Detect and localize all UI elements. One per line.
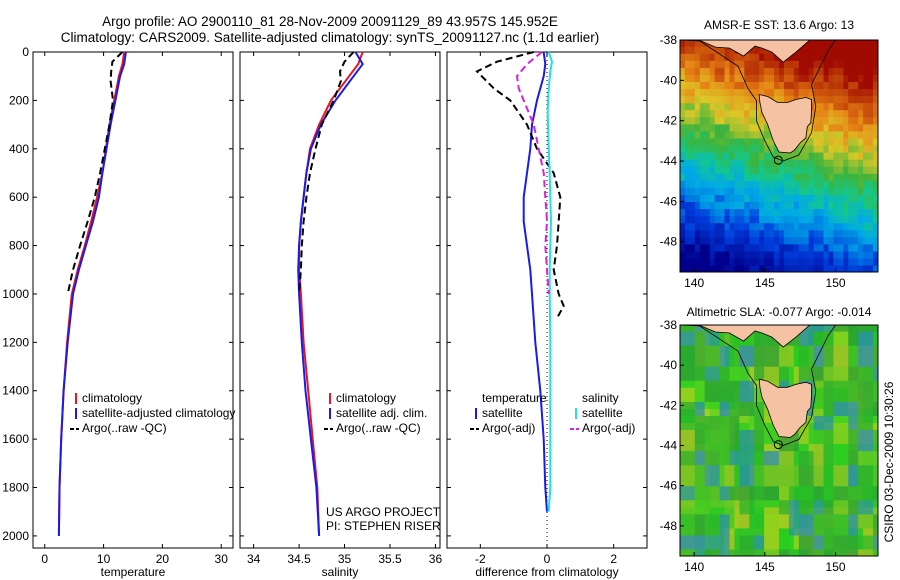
x-tick-label: 34 — [247, 552, 261, 566]
series-line-argo-adj- — [515, 51, 550, 295]
legend-label: satellite-adjusted climatology — [82, 406, 235, 420]
panel-salinity: 34 34.5 35 35.5 36 salinity climatologysatelli… — [239, 51, 443, 579]
y-tick-label: 0 — [22, 45, 29, 59]
map-frame — [679, 324, 879, 557]
x-tick-label: 145 — [755, 276, 775, 290]
x-tick-label: -2 — [475, 552, 486, 566]
x-tick-label: 10 — [97, 552, 111, 566]
x-axis-label: temperature — [101, 565, 166, 579]
series-line-argo-raw-qc- — [298, 51, 355, 295]
mainland-coast — [680, 325, 837, 348]
y-tick-label: 1200 — [2, 335, 29, 349]
series-line-argo-raw-qc- — [66, 51, 124, 295]
map-title: Altimetric SLA: -0.077 Argo: -0.014 — [687, 305, 872, 319]
x-tick-label: 0 — [544, 552, 551, 566]
x-axis-label: salinity — [322, 565, 359, 579]
map-field — [680, 325, 878, 556]
y-tick-label: -48 — [660, 235, 678, 249]
x-tick-label: 150 — [826, 276, 846, 290]
figure-title-line1: Argo profile: AO 2900110_81 28-Nov-2009 … — [102, 14, 558, 29]
x-tick-label: 34.5 — [287, 552, 311, 566]
x-tick-label: 0 — [41, 552, 48, 566]
shelf-contour — [698, 40, 836, 162]
timestamp-stamp: CSIRO 03-Dec-2009 10:30:26 — [882, 381, 896, 542]
y-tick-label: 400 — [9, 142, 29, 156]
tasmania-landmass — [758, 93, 812, 154]
y-tick-label: -42 — [660, 114, 678, 128]
legend-label: Argo(..raw -QC) — [82, 421, 167, 435]
y-tick-label: -40 — [660, 73, 678, 87]
series-line-satellite-adjusted-climatology — [57, 51, 127, 536]
x-tick-label: 35.5 — [378, 552, 402, 566]
legend-label: Argo(-adj) — [582, 421, 635, 435]
series-line-argo-adj- — [475, 51, 565, 319]
x-tick-label: 35 — [338, 552, 352, 566]
y-tick-label: -38 — [660, 318, 678, 332]
y-tick-label: 800 — [9, 239, 29, 253]
panel-temperature: 0 200 400 600 800 1000 1200 1400 1600 1800 2000 0 10… — [2, 45, 235, 579]
y-tick-label: 1400 — [2, 384, 29, 398]
legend-label: satellite adj. clim. — [336, 406, 427, 420]
map-sst-map: 140 145 150 -38 -40 -42 -44 -46 -48 AMSR-E SST: 1… — [660, 18, 879, 290]
map-title: AMSR-E SST: 13.6 Argo: 13 — [704, 18, 854, 32]
legend-label: Argo(..raw -QC) — [336, 421, 421, 435]
figure-title-line2: Climatology: CARS2009. Satellite-adjuste… — [60, 30, 600, 45]
legend-label: satellite — [482, 406, 523, 420]
y-tick-label: 200 — [9, 93, 29, 107]
series-line-satellite — [522, 51, 548, 512]
x-tick-label: 140 — [684, 560, 704, 574]
legend-group-label: salinity — [582, 391, 619, 405]
plot-frame — [32, 51, 234, 549]
y-tick-label: 1800 — [2, 481, 29, 495]
y-tick-label: -46 — [660, 194, 678, 208]
x-tick-label: 20 — [156, 552, 170, 566]
x-tick-label: 150 — [826, 560, 846, 574]
x-tick-label: 36 — [429, 552, 443, 566]
project-annotation: PI: STEPHEN RISER — [326, 519, 441, 533]
x-tick-label: 140 — [684, 276, 704, 290]
plot-frame — [239, 51, 441, 549]
tasmania-landmass — [758, 378, 812, 438]
argo-float-marker — [773, 440, 783, 450]
legend-label: climatology — [82, 391, 142, 405]
y-tick-label: 1600 — [2, 432, 29, 446]
legend-label: Argo(-adj) — [482, 421, 535, 435]
project-annotation: US ARGO PROJECT — [326, 505, 441, 519]
map-field — [680, 40, 878, 272]
x-tick-label: 2 — [610, 552, 617, 566]
y-tick-label: -48 — [660, 519, 678, 533]
y-tick-label: -44 — [660, 154, 678, 168]
x-tick-label: 145 — [755, 560, 775, 574]
y-tick-label: 2000 — [2, 529, 29, 543]
map-sla-map: 140 145 150 -38 -40 -42 -44 -46 -48 Altimetric SL… — [660, 305, 879, 574]
series-line-satellite-adj-clim- — [297, 51, 364, 536]
y-tick-label: -44 — [660, 439, 678, 453]
legend-label: satellite — [582, 406, 623, 420]
legend-group-label: temperature — [482, 391, 547, 405]
map-frame — [679, 39, 879, 273]
legend-label: climatology — [336, 391, 396, 405]
x-tick-label: 30 — [215, 552, 229, 566]
y-tick-label: 600 — [9, 190, 29, 204]
y-tick-label: -42 — [660, 398, 678, 412]
mainland-coast — [680, 40, 837, 63]
y-tick-label: 1000 — [2, 287, 29, 301]
series-line-satellite — [546, 51, 554, 512]
x-axis-label: difference from climatology — [475, 565, 618, 579]
shelf-contour — [698, 325, 836, 446]
argo-float-marker — [773, 155, 783, 165]
y-tick-label: -46 — [660, 479, 678, 493]
y-tick-label: -40 — [660, 358, 678, 372]
y-tick-label: -38 — [660, 33, 678, 47]
